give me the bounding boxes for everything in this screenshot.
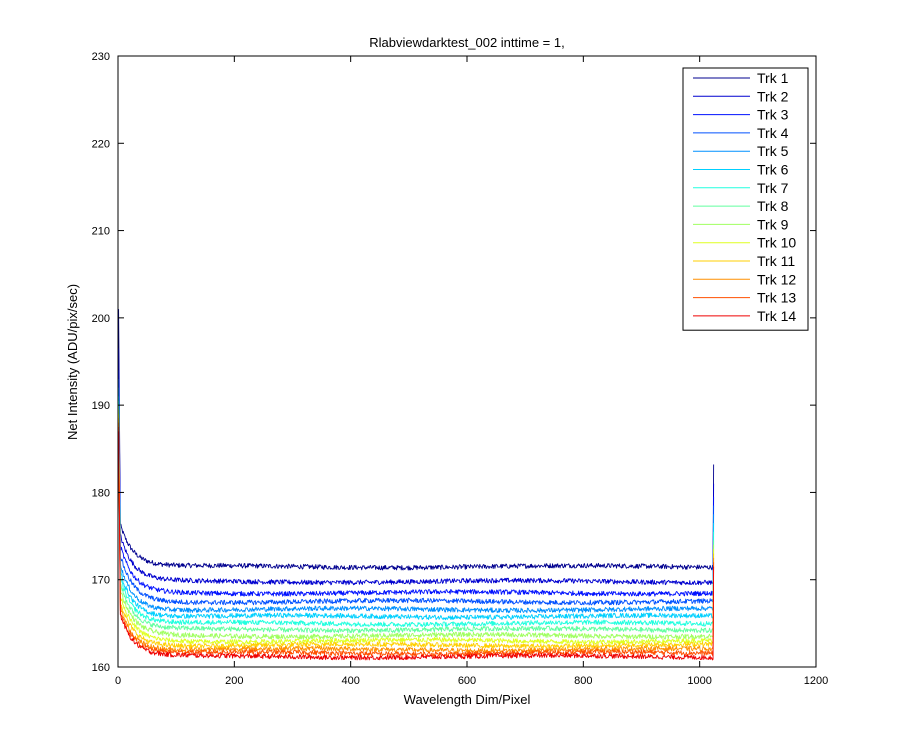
y-tick-label: 220 [92, 138, 110, 150]
x-axis-label: Wavelength Dim/Pixel [404, 692, 531, 707]
y-axis-label: Net Intensity (ADU/pix/sec) [65, 284, 80, 440]
series-line-trk-1 [118, 309, 715, 571]
series-line-trk-10 [118, 413, 715, 645]
y-tick-label: 210 [92, 226, 110, 238]
y-tick-label: 230 [92, 51, 110, 63]
x-tick-label: 1000 [687, 675, 711, 687]
legend-label-trk-6: Trk 6 [757, 162, 789, 178]
series-line-trk-3 [118, 370, 715, 597]
legend-label-trk-7: Trk 7 [757, 180, 789, 196]
x-tick-label: 600 [458, 675, 476, 687]
series-line-trk-7 [118, 400, 715, 628]
y-tick-label: 200 [92, 313, 110, 325]
legend-label-trk-1: Trk 1 [757, 70, 789, 86]
x-tick-label: 0 [115, 675, 121, 687]
series-line-trk-4 [118, 378, 715, 606]
legend-label-trk-11: Trk 11 [757, 253, 795, 269]
x-tick-label: 400 [341, 675, 359, 687]
plot-area [118, 309, 715, 661]
legend-label-trk-9: Trk 9 [757, 216, 789, 232]
x-tick-label: 200 [225, 675, 243, 687]
series-line-trk-2 [118, 348, 715, 586]
legend-label-trk-5: Trk 5 [757, 143, 789, 159]
x-tick-label: 1200 [804, 675, 828, 687]
series-line-trk-11 [118, 418, 715, 650]
y-tick-label: 170 [92, 575, 110, 587]
series-line-trk-12 [118, 422, 715, 654]
series-line-trk-6 [118, 396, 715, 621]
series-line-trk-9 [118, 409, 715, 640]
x-tick-label: 800 [574, 675, 592, 687]
y-tick-label: 180 [92, 487, 110, 499]
y-tick-label: 160 [92, 662, 110, 674]
legend-label-trk-3: Trk 3 [757, 107, 789, 123]
legend-label-trk-10: Trk 10 [757, 235, 796, 251]
legend-label-trk-14: Trk 14 [757, 308, 796, 324]
y-tick-label: 190 [92, 400, 110, 412]
legend-label-trk-12: Trk 12 [757, 271, 796, 287]
series-line-trk-8 [118, 405, 715, 634]
series-line-trk-5 [118, 387, 715, 614]
series-line-trk-14 [118, 431, 715, 661]
legend-label-trk-13: Trk 13 [757, 290, 796, 306]
axes: 0 200 400 600 800 1000 1200 160 170 180 190 200 210 2… [92, 51, 829, 687]
legend-box [682, 67, 809, 331]
chart-title: Rlabviewdarktest_002 inttime = 1, [369, 35, 564, 50]
legend: Trk 1 Trk 2 Trk 3 Trk 4 Trk 5 Trk 6 Trk 7 Trk 8… [682, 67, 809, 331]
legend-label-trk-2: Trk 2 [757, 88, 789, 104]
legend-label-trk-4: Trk 4 [757, 125, 789, 141]
legend-label-trk-8: Trk 8 [757, 198, 789, 214]
